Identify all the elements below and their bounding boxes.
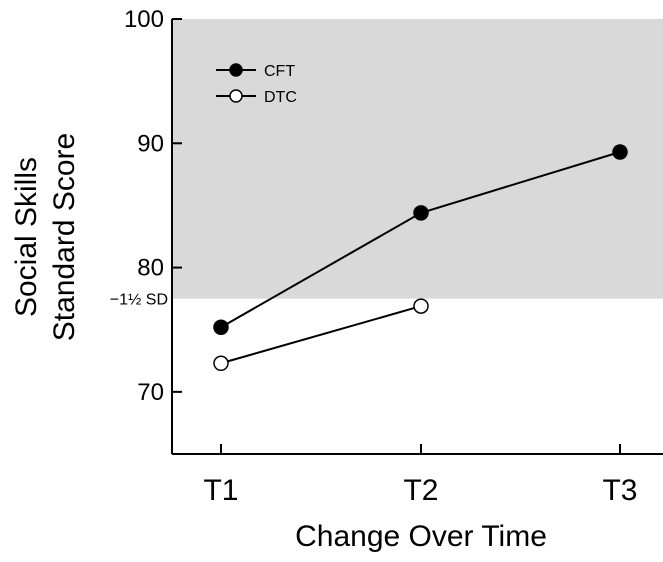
- data-point-cft: [612, 144, 628, 160]
- y-tick-label: 70: [137, 379, 164, 406]
- band-label: −1½ SD: [110, 292, 168, 309]
- legend-marker-cft: [229, 63, 243, 77]
- legend-label-cft: CFT: [264, 63, 295, 80]
- shaded-normal-range-band: [172, 19, 663, 299]
- x-tick-label: T1: [203, 474, 238, 507]
- y-axis-title-line-1: Social Skills: [10, 157, 43, 317]
- legend-marker-dtc: [229, 89, 243, 103]
- legend-label-dtc: DTC: [264, 89, 297, 106]
- data-point-dtc: [413, 298, 429, 314]
- y-tick-label: 80: [137, 255, 164, 282]
- y-tick-label: 100: [124, 6, 164, 33]
- x-tick-label: T2: [403, 474, 438, 507]
- data-point-cft: [413, 205, 429, 221]
- data-point-cft: [213, 319, 229, 335]
- series-group: [213, 144, 628, 372]
- x-axis-ticks: T1 T2 T3: [203, 444, 638, 507]
- y-tick-label: 90: [137, 130, 164, 157]
- y-axis-title-line-2: Standard Score: [48, 133, 81, 341]
- data-point-dtc: [213, 355, 229, 372]
- series-line-dtc: [220, 305, 422, 365]
- y-axis-ticks: 70 80 90 100: [124, 6, 182, 406]
- x-tick-label: T3: [602, 474, 637, 507]
- legend: CFT DTC: [216, 63, 297, 106]
- x-axis-title: Change Over Time: [295, 520, 547, 553]
